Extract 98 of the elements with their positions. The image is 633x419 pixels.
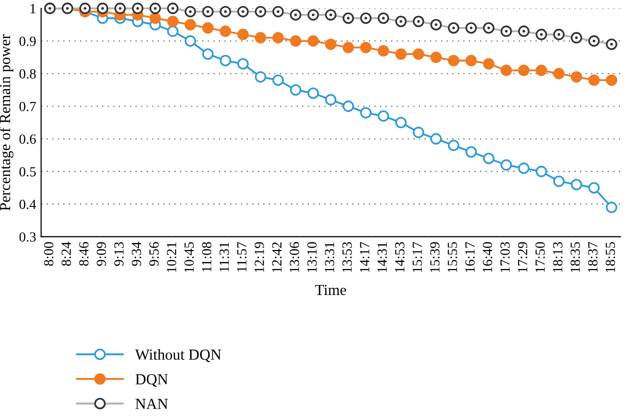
x-tick-label: 12:42 — [272, 242, 282, 272]
point — [465, 146, 477, 158]
x-tick-label: 8:00 — [44, 242, 54, 266]
x-tick-label: 18:13 — [553, 242, 562, 272]
point — [448, 54, 460, 66]
legend-label: DQN — [136, 374, 168, 387]
point — [465, 54, 477, 66]
x-tick-label: 13:31 — [324, 242, 334, 272]
point — [448, 140, 460, 152]
x-tick-label: 18:35 — [570, 242, 580, 272]
point — [220, 54, 232, 66]
point — [536, 64, 548, 76]
point — [254, 71, 266, 83]
point — [430, 133, 442, 145]
point — [360, 107, 372, 118]
x-tick-label: 13:10 — [307, 242, 317, 272]
y-tick-label: 0.5 — [19, 167, 36, 177]
x-axis-title: Time — [315, 284, 346, 296]
point — [272, 32, 284, 44]
point — [606, 74, 618, 86]
point — [412, 48, 424, 60]
point — [588, 182, 600, 194]
point — [570, 178, 582, 190]
point — [500, 159, 512, 171]
x-tick-label: 9:13 — [114, 242, 124, 266]
x-tick-label: 11:57 — [237, 242, 247, 272]
point — [307, 88, 319, 99]
point — [167, 26, 178, 37]
point — [518, 64, 530, 76]
point — [325, 94, 336, 106]
x-tick-label: 10:21 — [166, 242, 176, 272]
point — [483, 152, 494, 164]
point — [500, 64, 512, 76]
x-tick-label: 15:17 — [412, 242, 422, 272]
x-tick-label: 11:31 — [220, 242, 229, 272]
point — [342, 42, 354, 54]
point — [570, 71, 582, 83]
x-tick-label: 16:40 — [482, 242, 492, 272]
y-tick-label: 0.3 — [19, 232, 36, 242]
x-tick-label: 14:31 — [378, 242, 387, 272]
x-tick-label: 17:50 — [535, 242, 545, 272]
y-tick-label: 0.9 — [19, 36, 36, 46]
point — [430, 52, 442, 64]
x-tick-label: 18:55 — [606, 242, 616, 272]
point — [395, 48, 407, 60]
x-tick-label: 16:17 — [465, 242, 475, 272]
point — [202, 22, 214, 34]
point — [553, 68, 565, 80]
point — [220, 26, 232, 37]
point — [536, 166, 548, 178]
x-tick-label: 8:46 — [79, 242, 89, 266]
x-tick-label: 17:03 — [500, 242, 510, 272]
y-tick-label: 0.7 — [19, 102, 36, 112]
x-tick-label: 14:17 — [360, 242, 370, 272]
point — [553, 176, 565, 187]
x-tick-label: 14:53 — [395, 242, 404, 272]
point — [272, 74, 284, 86]
x-tick-label: 9:09 — [96, 242, 106, 266]
x-tick-label: 13:53 — [342, 242, 352, 272]
y-tick-label: 0.6 — [19, 134, 36, 144]
point — [360, 42, 372, 54]
point — [412, 126, 424, 138]
point — [588, 74, 600, 86]
point — [307, 35, 319, 47]
point — [378, 110, 390, 122]
y-tick-label: 1 — [30, 4, 36, 14]
y-tick-label: 0.8 — [19, 69, 36, 79]
x-tick-label: 10:45 — [184, 242, 194, 272]
x-tick-label: 8:24 — [62, 242, 72, 266]
point — [378, 45, 390, 56]
point — [202, 48, 214, 60]
point — [395, 116, 407, 128]
x-tick-label: 9:56 — [149, 242, 159, 266]
point — [290, 84, 302, 96]
point — [606, 202, 618, 214]
x-tick-label: 9:34 — [132, 242, 142, 266]
x-tick-label: 18:37 — [588, 242, 598, 272]
x-tick-label: 15:55 — [448, 242, 458, 272]
point — [518, 162, 530, 174]
point — [184, 35, 196, 47]
x-tick-label: 13:06 — [290, 242, 300, 272]
x-tick-label: 15:39 — [430, 242, 440, 272]
point — [483, 58, 494, 70]
y-tick-label: 0.4 — [19, 200, 36, 210]
point — [167, 16, 178, 28]
x-tick-label: 11:08 — [202, 242, 212, 272]
point — [237, 28, 249, 40]
point — [290, 35, 302, 47]
point — [254, 32, 266, 44]
point — [342, 100, 354, 112]
point — [237, 58, 249, 70]
x-tick-label: 17:29 — [518, 242, 528, 272]
legend-label: NAN — [136, 398, 168, 409]
x-tick-label: 12:19 — [254, 242, 264, 272]
legend-label: Without DQN — [135, 349, 222, 362]
point — [184, 18, 196, 30]
point — [325, 38, 336, 50]
point — [150, 12, 161, 24]
